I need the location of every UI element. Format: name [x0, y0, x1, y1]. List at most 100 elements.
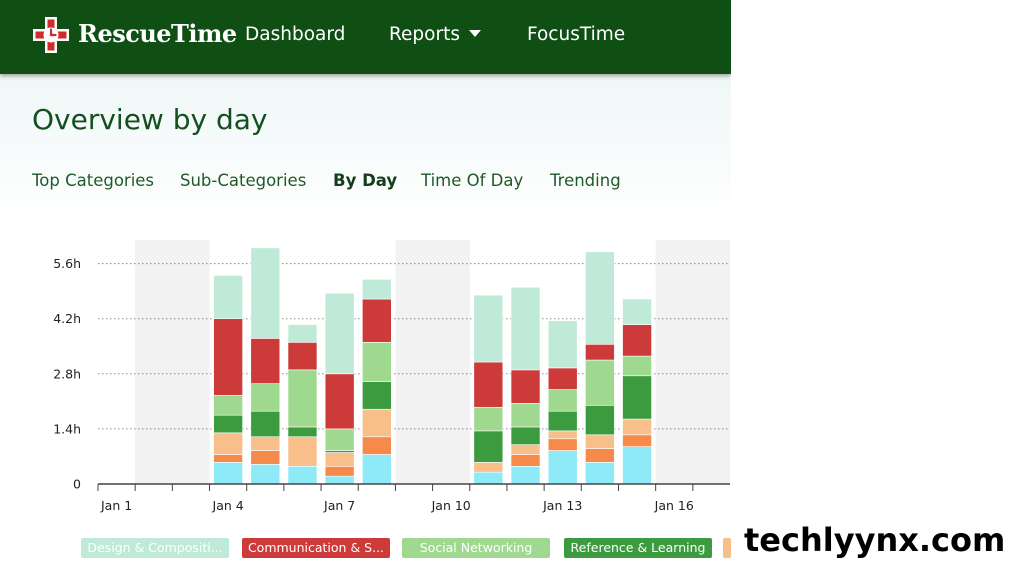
y-tick-label: 4.2h — [53, 311, 81, 326]
bar-segment — [250, 450, 281, 465]
bar-segment — [287, 426, 318, 438]
y-tick-label: 0 — [73, 477, 81, 492]
bar-segment — [362, 298, 392, 343]
rescuetime-app: RescueTime Dashboard Reports FocusTime O… — [0, 0, 731, 576]
bar-segment — [324, 428, 355, 451]
bar-segment — [324, 465, 355, 477]
x-tick-label: Jan 1 — [100, 498, 132, 513]
bar-segment — [510, 454, 541, 467]
legend-item[interactable]: Social Networking — [402, 538, 550, 558]
bar-segment — [622, 418, 652, 436]
bar-segment — [324, 373, 355, 430]
bar-segment — [622, 446, 652, 485]
bar-segment — [250, 247, 281, 339]
tab-top-categories[interactable]: Top Categories — [32, 171, 155, 190]
bar-segment — [362, 342, 392, 382]
x-tick-label: Jan 4 — [212, 498, 244, 513]
bar-segment — [547, 430, 578, 440]
bar-segment — [213, 454, 243, 463]
bar-segment — [585, 404, 615, 436]
weekend-band — [655, 240, 730, 484]
bar-segment — [510, 369, 541, 404]
bar-segment — [250, 410, 281, 438]
bar-segment — [287, 436, 318, 467]
bar-segment — [622, 355, 652, 377]
bar-segment — [585, 251, 615, 345]
bar-segment — [362, 279, 392, 300]
top-navigation-bar: RescueTime Dashboard Reports FocusTime — [0, 0, 731, 74]
watermark-text: techlyynx.com — [744, 521, 1006, 559]
bar-segment — [585, 448, 615, 463]
bar-segment — [547, 410, 578, 432]
legend-item[interactable]: Communication & S... — [242, 538, 390, 558]
bar-segment — [213, 414, 243, 434]
tab-sub-categories[interactable]: Sub-Categories — [180, 171, 307, 190]
y-tick-label: 1.4h — [53, 421, 81, 436]
bar-segment — [547, 389, 578, 412]
bar-segment — [547, 320, 578, 369]
overview-by-day-chart: 0 1.4h 2.8h 4.2h 5.6h Jan 1 Jan 4 Jan 7 Jan 10 Ja… — [53, 240, 730, 513]
bar-segment — [510, 286, 541, 371]
bar-segment — [547, 438, 578, 451]
bar-segment — [213, 395, 243, 416]
bar-segment — [287, 324, 318, 343]
x-tick-label: Jan 7 — [323, 498, 355, 513]
bar-segment — [473, 361, 504, 408]
legend-item[interactable]: Reference & Learning — [564, 538, 712, 558]
bar-segment — [510, 444, 541, 455]
bar-segment — [585, 343, 615, 361]
weekend-band — [135, 240, 210, 484]
caret-down-icon — [468, 30, 481, 37]
bar-segment — [622, 434, 652, 447]
bar-segment — [250, 383, 281, 412]
x-tick-label: Jan 13 — [542, 498, 582, 513]
bar-segment — [473, 294, 504, 363]
bar-segment — [510, 426, 541, 445]
bar-segment — [287, 369, 318, 428]
bar-segment — [213, 462, 243, 485]
legend-item[interactable]: Design & Compositi... — [81, 538, 229, 558]
rescuetime-logo-icon[interactable] — [32, 16, 70, 54]
nav-dashboard[interactable]: Dashboard — [245, 24, 345, 45]
bar-segment — [362, 408, 392, 438]
bar-segment — [473, 406, 504, 432]
nav-reports[interactable]: Reports — [389, 24, 481, 45]
bar-segment — [250, 436, 281, 451]
tab-by-day[interactable]: By Day — [333, 171, 398, 190]
bar-segment — [213, 275, 243, 320]
bar-segment — [324, 452, 355, 467]
x-tick-label: Jan 16 — [654, 498, 694, 513]
bar-segment — [250, 338, 281, 384]
bar-segment — [622, 324, 652, 357]
bar-segment — [547, 450, 578, 485]
bar-segment — [622, 298, 652, 325]
bar-segment — [324, 475, 355, 485]
bar-segment — [213, 318, 243, 396]
bar-segment — [213, 432, 243, 455]
bar-segment — [362, 436, 392, 455]
bar-segment — [585, 462, 615, 485]
bar-segment — [585, 434, 615, 449]
brand-name[interactable]: RescueTime — [78, 19, 237, 48]
legend-item[interactable] — [723, 538, 731, 558]
bar-segment — [473, 471, 504, 485]
tab-trending[interactable]: Trending — [550, 171, 621, 190]
bar-segment — [324, 292, 355, 375]
bar-segment — [585, 359, 615, 406]
nav-focustime[interactable]: FocusTime — [527, 24, 625, 45]
weekend-band — [395, 240, 470, 484]
tab-time-of-day[interactable]: Time Of Day — [421, 171, 524, 190]
bar-segment — [547, 367, 578, 390]
y-tick-label: 2.8h — [53, 366, 81, 381]
bar-segment — [362, 381, 392, 410]
bar-segment — [287, 342, 318, 371]
page-title: Overview by day — [32, 103, 268, 136]
bar-segment — [287, 465, 318, 485]
bar-segment — [473, 430, 504, 463]
nav-focustime-label: FocusTime — [527, 24, 626, 45]
bar-segment — [510, 403, 541, 428]
nav-reports-label: Reports — [389, 24, 460, 45]
bar-segment — [473, 462, 504, 473]
x-tick-label: Jan 10 — [431, 498, 471, 513]
nav-dashboard-label: Dashboard — [245, 24, 346, 45]
